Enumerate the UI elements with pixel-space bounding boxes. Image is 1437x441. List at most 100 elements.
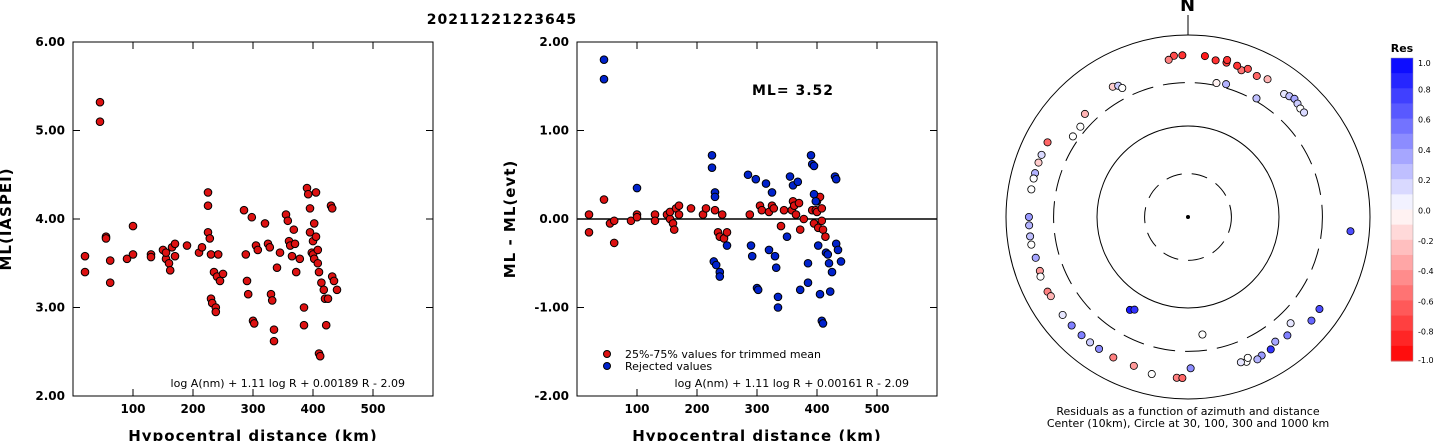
station-marker (1077, 331, 1086, 340)
data-point (794, 198, 804, 208)
station-marker (1029, 174, 1038, 183)
data-point (769, 204, 779, 213)
data-point (717, 210, 727, 219)
station-marker (1178, 374, 1187, 383)
data-point (287, 251, 297, 261)
colorbar-segment (1391, 224, 1413, 241)
data-point (105, 256, 115, 265)
x-tick-label: 200 (180, 402, 205, 416)
data-point (806, 150, 816, 160)
data-point (146, 252, 156, 262)
data-point (215, 276, 225, 286)
data-point (218, 269, 228, 279)
data-point (299, 303, 309, 312)
y-tick-label: 5.00 (35, 124, 65, 138)
data-point (206, 250, 216, 259)
data-point (824, 258, 834, 268)
colorbar-segment (1391, 254, 1413, 271)
data-point (182, 241, 192, 250)
station-marker (1198, 330, 1207, 339)
x-tick-label: 400 (804, 402, 829, 416)
data-point (751, 174, 761, 184)
station-marker (1037, 150, 1046, 159)
data-point (295, 254, 305, 264)
data-point (267, 296, 277, 305)
data-point (710, 192, 720, 202)
data-point (128, 221, 138, 231)
station-marker (1024, 212, 1033, 221)
data-point (319, 285, 329, 295)
data-point (95, 117, 105, 126)
data-point (122, 254, 132, 264)
station-marker (1233, 61, 1242, 70)
data-point (239, 205, 249, 215)
data-point (584, 210, 594, 219)
station-marker (1068, 132, 1077, 141)
data-point (314, 267, 324, 277)
colorbar-tick-label: 1.0 (1418, 59, 1431, 68)
station-marker (1266, 345, 1275, 354)
station-marker (1271, 337, 1280, 346)
colorbar: Res 1.0 0.8 0.6 0.4 0.2 0.0 -0.2 -0.4 -0.6 -0.8 -1.… (1390, 42, 1434, 365)
station-marker (1186, 364, 1195, 373)
colorbar-tick-label: -0.4 (1418, 267, 1434, 276)
figure-title: 20211221223645 (427, 12, 577, 28)
data-point (795, 225, 805, 234)
data-point (776, 221, 786, 231)
data-point (757, 205, 767, 215)
data-point (809, 189, 819, 199)
y-tick-label: 1.00 (539, 124, 569, 138)
data-point (327, 204, 337, 213)
colorbar-segment (1391, 118, 1413, 135)
data-point (773, 292, 783, 302)
data-point (771, 263, 781, 272)
station-marker (1086, 338, 1095, 347)
station-marker (1169, 51, 1178, 60)
data-point (745, 210, 755, 219)
colorbar-segment (1391, 73, 1413, 89)
data-point (632, 212, 642, 222)
colorbar-segment (1391, 330, 1413, 347)
x-tick-label: 200 (684, 402, 709, 416)
station-marker (1095, 344, 1104, 353)
data-point (203, 188, 213, 197)
x-tick-label: 300 (240, 402, 265, 416)
data-point (332, 285, 342, 295)
data-point (767, 188, 777, 197)
data-point (795, 285, 805, 295)
colorbar-segment (1391, 285, 1413, 301)
legend-marker (603, 362, 611, 370)
data-point (275, 248, 285, 257)
data-point (290, 239, 300, 249)
data-point (746, 241, 756, 250)
panel-ml-vs-distance: 100 200 300 400 500 2.00 3.00 4.00 5.00 6.00 Hypoc… (0, 35, 434, 441)
data-point (170, 251, 180, 261)
station-marker (1027, 185, 1036, 194)
data-point (247, 212, 257, 222)
colorbar-segment (1391, 300, 1413, 317)
colorbar-tick-label: 0.8 (1418, 85, 1431, 94)
station-marker (1109, 353, 1118, 362)
data-point (243, 289, 253, 299)
data-point (303, 189, 313, 199)
data-point (722, 227, 732, 237)
station-marker (1058, 310, 1067, 319)
data-point (311, 232, 321, 241)
data-point (321, 320, 331, 330)
panel-residual-vs-distance: 100 200 300 400 500 -2.00 -1.00 0.00 1.00 2.00 Hyp… (501, 35, 938, 441)
legend-marker (603, 350, 611, 358)
center-dot (1186, 215, 1190, 219)
colorbar-segment (1391, 148, 1413, 165)
colorbar-segment (1391, 103, 1413, 120)
station-marker (1253, 355, 1262, 364)
data-point (197, 243, 207, 252)
data-point (707, 150, 717, 160)
data-point (311, 188, 321, 197)
station-marker (1243, 64, 1252, 73)
data-point (809, 161, 819, 171)
data-point (821, 232, 830, 241)
legend-label: Rejected values (625, 360, 712, 373)
data-point (164, 258, 174, 268)
station-marker (1080, 109, 1089, 118)
